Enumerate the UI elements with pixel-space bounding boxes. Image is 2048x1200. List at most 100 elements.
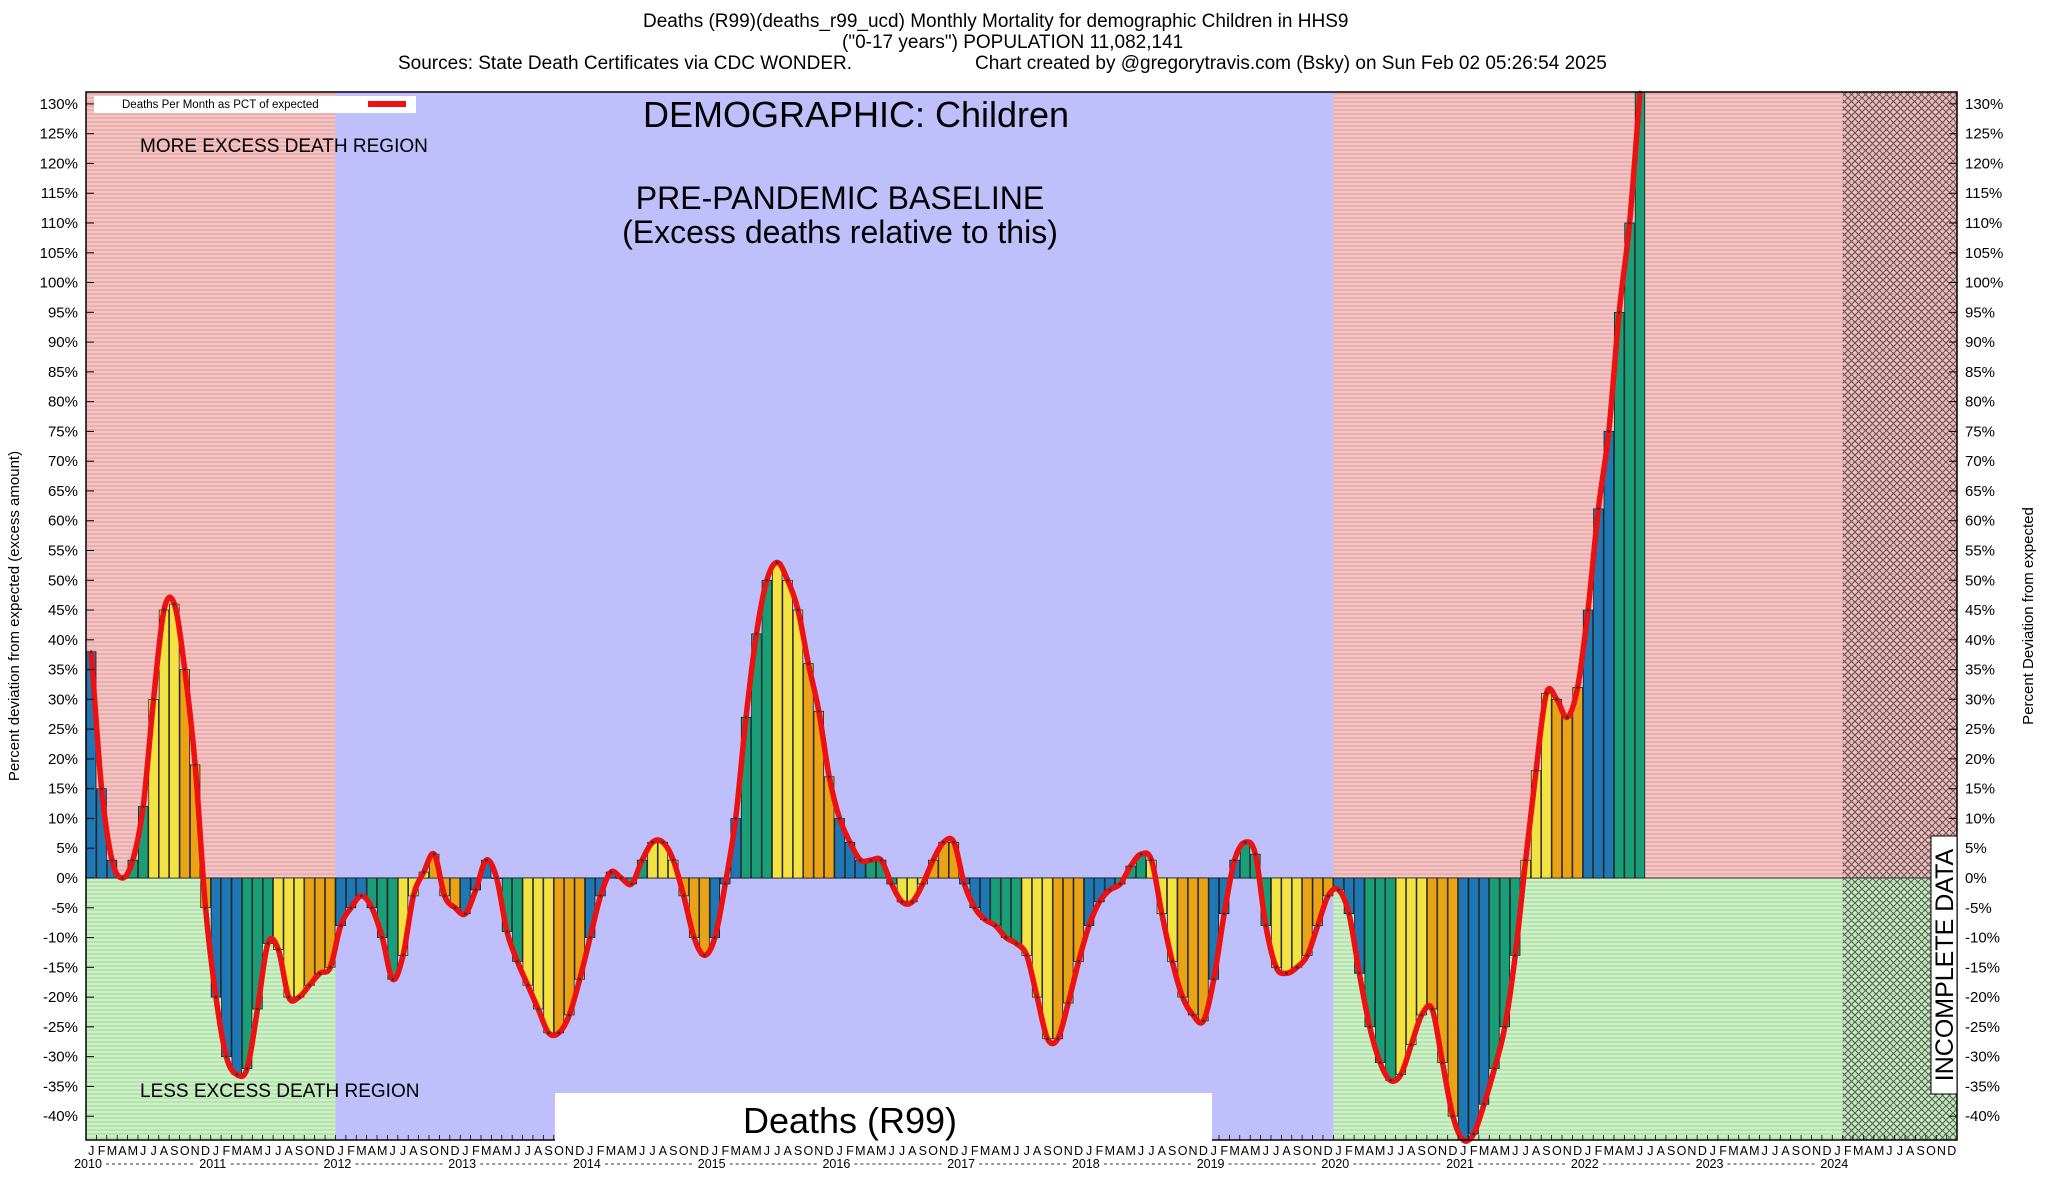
series-point	[1472, 1132, 1476, 1136]
y-tick-label-left: 35%	[48, 662, 78, 679]
x-month-label: A	[118, 1144, 127, 1158]
subtitle-box	[555, 1093, 1212, 1145]
x-month-label: J	[639, 1144, 645, 1158]
series-point	[547, 1031, 550, 1035]
series-point	[734, 817, 738, 820]
x-year-label: 2012	[324, 1157, 352, 1171]
series-point	[536, 1007, 540, 1011]
series-point	[89, 650, 93, 654]
x-month-label: J	[140, 1144, 146, 1158]
x-month-label: M	[1001, 1144, 1011, 1158]
x-month-label: A	[1657, 1144, 1666, 1158]
series-point	[651, 840, 654, 844]
series-point	[962, 882, 966, 886]
series-point	[1202, 1019, 1205, 1023]
x-month-label: J	[1647, 1144, 1653, 1158]
series-point	[505, 930, 509, 933]
x-month-label: J	[1086, 1144, 1092, 1158]
x-month-label: O	[180, 1144, 190, 1158]
x-month-label: J	[888, 1144, 894, 1158]
less-excess-label: LESS EXCESS DEATH REGION	[140, 1081, 419, 1102]
x-month-label: A	[1490, 1144, 1499, 1158]
x-month-label: J	[1398, 1144, 1404, 1158]
bar-month	[314, 877, 326, 974]
series-point	[1274, 965, 1278, 969]
x-month-label: S	[1542, 1144, 1550, 1158]
bar-month	[1374, 877, 1386, 1063]
series-point	[910, 900, 914, 904]
x-month-label: O	[1677, 1144, 1687, 1158]
x-month-label: F	[98, 1144, 106, 1158]
x-month-label: N	[191, 1144, 200, 1158]
x-month-label: A	[1906, 1144, 1915, 1158]
series-point	[703, 954, 706, 957]
bar-month	[1406, 877, 1417, 1046]
x-month-label: N	[1812, 1144, 1821, 1158]
series-point	[931, 858, 935, 862]
bar-month	[1624, 222, 1635, 879]
x-month-label: M	[626, 1144, 636, 1158]
series-point	[297, 995, 301, 999]
x-month-label: J	[587, 1144, 593, 1158]
series-point	[983, 918, 987, 922]
y-tick-label-right: 105%	[1965, 245, 2003, 262]
demographic-title: DEMOGRAPHIC: Children	[643, 94, 1069, 135]
series-point	[526, 983, 530, 987]
series-point	[1451, 1114, 1455, 1118]
x-month-label: F	[1470, 1144, 1478, 1158]
x-month-label: J	[1024, 1144, 1030, 1158]
x-month-label: J	[462, 1144, 468, 1158]
x-month-label: F	[1595, 1144, 1603, 1158]
series-point	[1482, 1102, 1486, 1106]
x-month-label: F	[846, 1144, 854, 1158]
y-tick-label-right: -25%	[1965, 1019, 2000, 1036]
x-month-label: A	[908, 1144, 917, 1158]
x-month-label: J	[1263, 1144, 1269, 1158]
series-point	[807, 662, 810, 666]
x-month-label: M	[1604, 1144, 1614, 1158]
x-month-label: A	[742, 1144, 751, 1158]
y-tick-label-right: 70%	[1965, 453, 1995, 470]
series-point	[1430, 1007, 1434, 1011]
x-month-label: J	[1762, 1144, 1768, 1158]
series-point	[339, 924, 343, 928]
x-month-label: S	[919, 1144, 927, 1158]
x-year-label: 2017	[947, 1157, 975, 1171]
x-year-label: 2010	[74, 1157, 102, 1171]
series-point	[1087, 924, 1091, 928]
y-tick-label-left: 70%	[48, 453, 78, 470]
series-point	[765, 578, 769, 582]
series-point	[235, 1073, 239, 1076]
x-month-label: A	[1282, 1144, 1291, 1158]
series-point	[671, 858, 675, 862]
x-month-label: S	[1168, 1144, 1176, 1158]
y-tick-label-left: -20%	[43, 989, 78, 1006]
x-month-label: F	[472, 1144, 480, 1158]
x-month-label: N	[1563, 1144, 1572, 1158]
y-tick-label-left: 55%	[48, 543, 78, 560]
series-point	[786, 578, 790, 582]
x-month-label: J	[836, 1144, 842, 1158]
x-month-label: M	[481, 1144, 491, 1158]
bar-month	[262, 877, 274, 944]
x-month-label: M	[751, 1144, 761, 1158]
series-point	[682, 894, 686, 898]
bar-month	[782, 579, 793, 879]
x-month-label: A	[160, 1144, 169, 1158]
x-month-label: A	[991, 1144, 1000, 1158]
x-year-label: 2011	[199, 1157, 226, 1171]
x-month-label: J	[338, 1144, 344, 1158]
series-point	[183, 668, 187, 671]
x-month-label: A	[1366, 1144, 1375, 1158]
x-month-label: J	[1387, 1144, 1393, 1158]
chart-subtitle: Deaths (R99)	[743, 1100, 957, 1141]
bar-month	[1281, 877, 1292, 974]
legend-box	[94, 96, 416, 113]
series-point	[1056, 1037, 1060, 1041]
x-month-label: J	[1211, 1144, 1217, 1158]
y-tick-label-right: 40%	[1965, 632, 1995, 649]
series-point	[1046, 1037, 1049, 1041]
series-point	[256, 1007, 259, 1011]
x-month-label: J	[1585, 1144, 1591, 1158]
